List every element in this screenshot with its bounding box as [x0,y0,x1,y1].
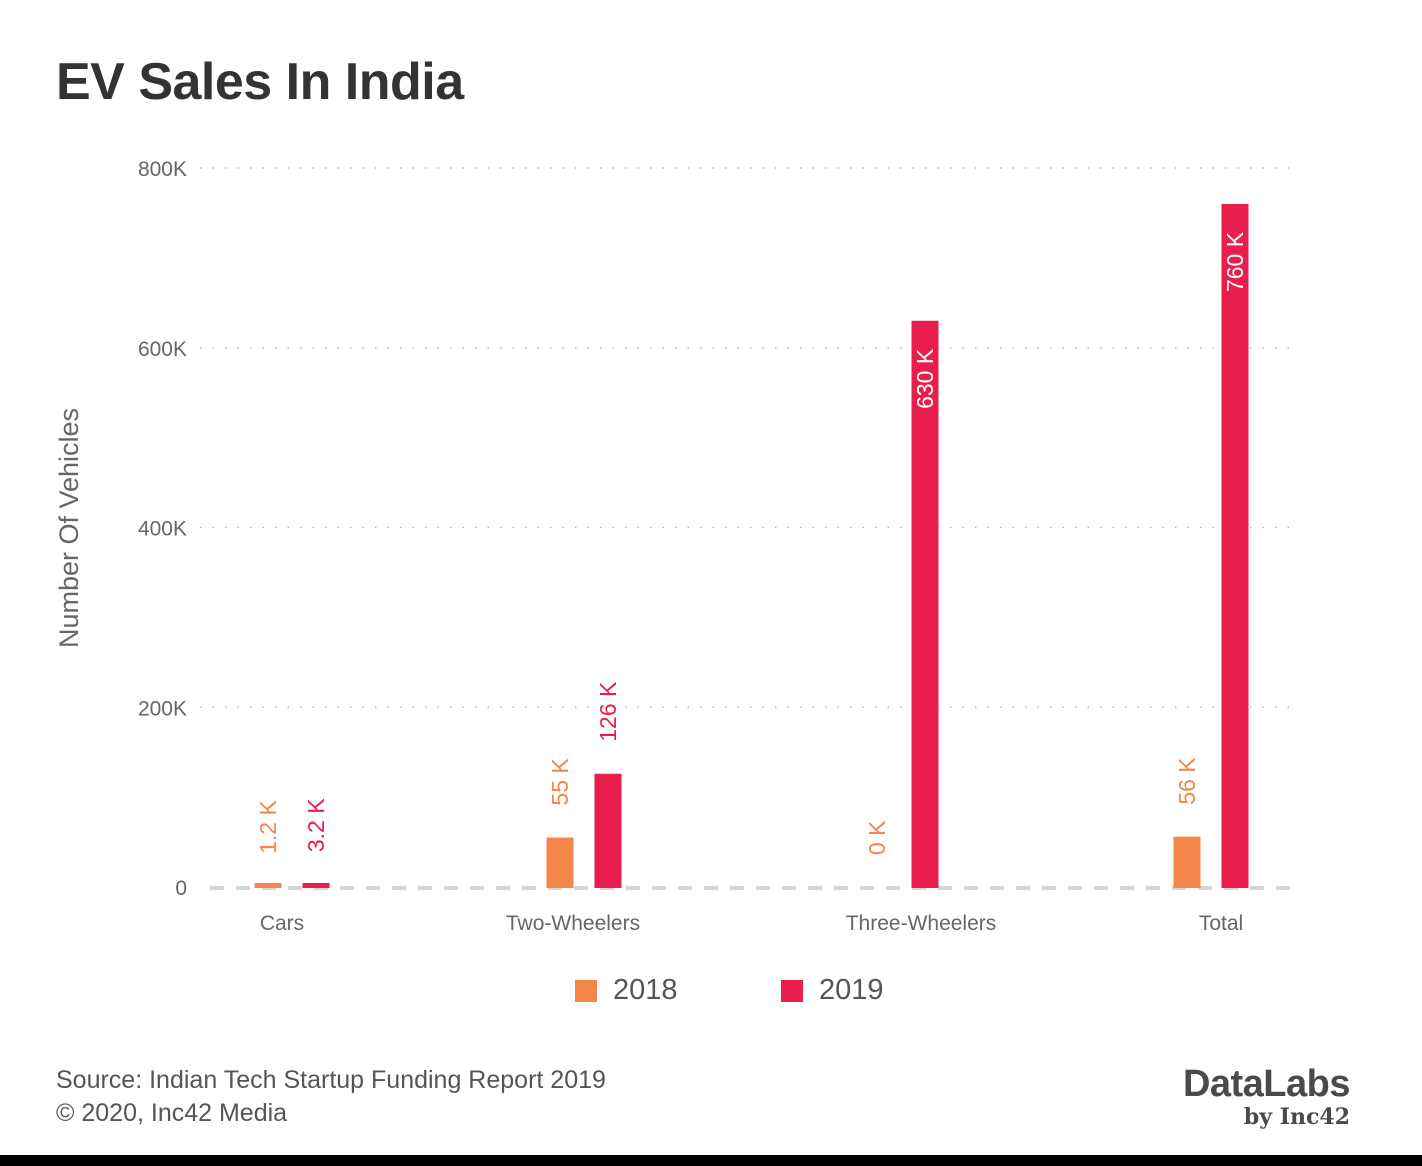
bar-2018 [1173,836,1201,888]
legend-item-2018: 2018 [575,974,781,1007]
bar-2019 [302,883,330,888]
data-label: 1.2 K [255,800,281,854]
data-label: 55 K [547,758,573,806]
x-tick-label: Total [1199,912,1243,935]
data-label: 3.2 K [303,798,329,852]
x-tick-label: Cars [260,912,304,935]
y-tick-label: 0 [175,877,187,900]
bar-2018 [546,837,574,888]
legend-swatch-2018 [575,979,597,1002]
footer-source: Source: Indian Tech Startup Funding Repo… [56,1064,606,1130]
y-tick-label: 400K [138,518,187,541]
chart-title: EV Sales In India [56,53,464,111]
y-tick-label: 600K [138,338,187,361]
y-tick-label: 800K [138,158,187,181]
logo-line2: by Inc42 [1243,1104,1350,1130]
data-label: 56 K [1174,757,1200,805]
y-tick-label: 200K [138,697,187,720]
bar-2019 [594,773,622,888]
legend: 2018 2019 [575,974,987,1007]
legend-label: 2019 [819,974,884,1006]
bar-2018 [254,883,282,888]
x-tick-label: Two-Wheelers [506,912,640,935]
data-label: 760 K [1222,231,1248,292]
bar-chart: 0 200K 400K 600K 800K Number Of Vehicles Cars 1… [54,158,1302,935]
bottom-bar [0,1155,1422,1166]
data-label: 0 K [864,820,890,855]
datalabs-logo: DataLabs by Inc42 [1160,1063,1351,1130]
x-tick-label: Three-Wheelers [846,912,997,935]
y-axis-label: Number Of Vehicles [54,408,84,648]
logo-line1: DataLabs [1182,1063,1351,1105]
legend-label: 2018 [613,974,678,1006]
copyright-text: © 2020, Inc42 Media [56,1099,288,1127]
bar-2019 [911,320,939,889]
legend-swatch-2019 [781,979,803,1002]
bar-2019 [1221,203,1249,888]
legend-item-2019: 2019 [781,974,987,1007]
data-label: 126 K [595,681,621,742]
data-label: 630 K [912,348,938,409]
source-text: Source: Indian Tech Startup Funding Repo… [56,1066,606,1094]
